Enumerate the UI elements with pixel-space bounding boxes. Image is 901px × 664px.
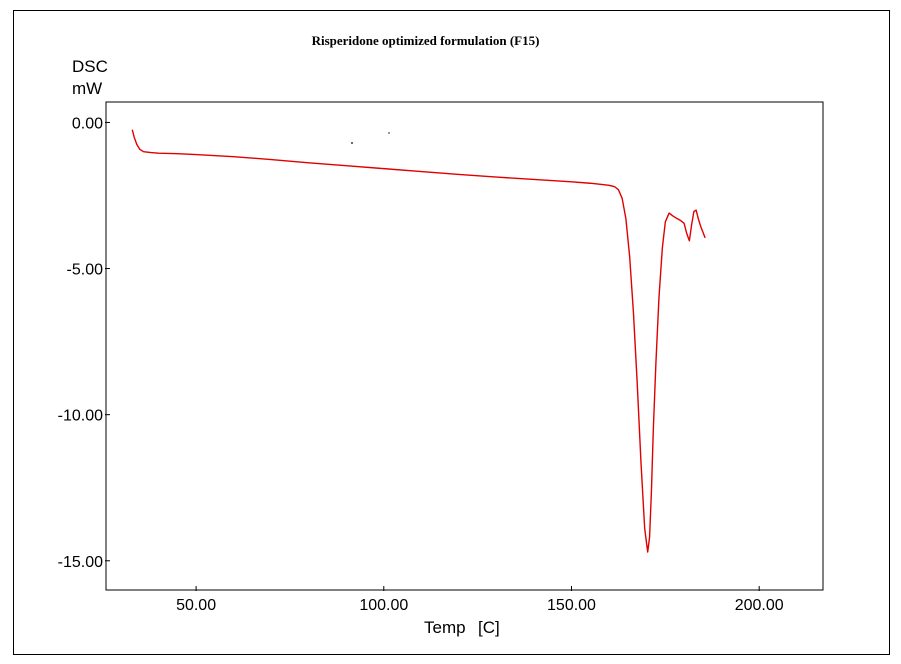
- x-tick-label: 200.00: [735, 597, 784, 614]
- y-ticks: 0.00 -5.00 -10.00 -15.00: [58, 115, 110, 571]
- x-axis-label-unit: [C]: [478, 618, 500, 637]
- plot-area: [105, 101, 824, 591]
- chart-title: Risperidone optimized formulation (F15): [311, 33, 540, 48]
- y-tick-label: 0.00: [72, 115, 103, 132]
- y-tick-label: -15.00: [58, 554, 103, 571]
- x-ticks: 50.00 100.00 150.00 200.00: [176, 586, 784, 614]
- stray-dot-marker: [388, 132, 390, 134]
- x-axis-label-quantity: Temp: [424, 618, 466, 637]
- x-tick-label: 100.00: [359, 597, 408, 614]
- dsc-curve: [131, 129, 706, 553]
- x-axis-label: Temp [C]: [424, 618, 500, 638]
- y-tick-label: -5.00: [67, 262, 104, 279]
- x-tick-label: 50.00: [176, 597, 216, 614]
- y-axis-label-line2: mW: [72, 79, 103, 98]
- y-axis-label-line1: DSC: [72, 57, 108, 76]
- x-tick-label: 150.00: [547, 597, 596, 614]
- y-tick-label: -10.00: [58, 408, 103, 425]
- stray-dot-marker: [351, 142, 353, 144]
- series-group: [131, 129, 706, 553]
- figure-frame: [13, 10, 890, 655]
